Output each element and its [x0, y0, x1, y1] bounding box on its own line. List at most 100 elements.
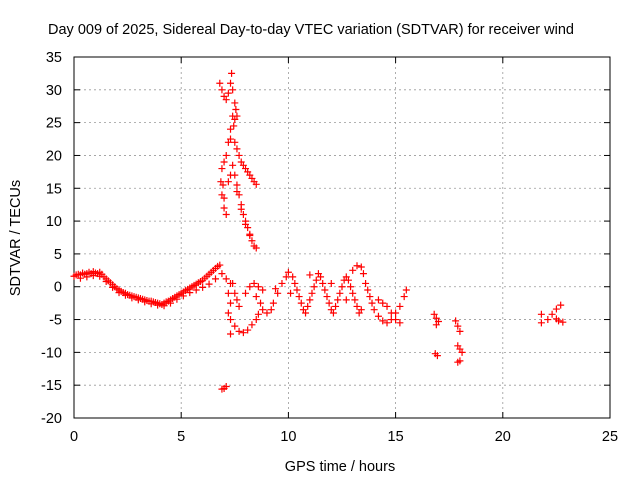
- data-point: [319, 279, 327, 287]
- data-point: [387, 309, 395, 317]
- data-point: [362, 279, 370, 287]
- data-point: [227, 299, 235, 307]
- data-point: [218, 385, 226, 393]
- data-point: [230, 122, 238, 130]
- data-point: [216, 79, 224, 87]
- data-point: [400, 293, 408, 301]
- data-point: [332, 302, 340, 310]
- data-point: [456, 357, 464, 365]
- data-point: [456, 327, 464, 335]
- data-point: [552, 305, 560, 313]
- data-point: [252, 316, 260, 324]
- data-point: [96, 272, 104, 280]
- data-point: [121, 291, 129, 299]
- data-point: [325, 299, 333, 307]
- data-point: [239, 211, 247, 219]
- x-tick-label: 25: [602, 429, 618, 445]
- data-point: [433, 352, 441, 360]
- data-point: [233, 296, 241, 304]
- data-point: [370, 306, 378, 314]
- data-point: [359, 270, 367, 278]
- data-point: [231, 289, 239, 297]
- y-axis-label: SDTVAR / TECUs: [8, 180, 24, 296]
- data-point: [109, 283, 117, 291]
- data-point: [219, 181, 227, 189]
- data-point: [349, 266, 357, 274]
- data-point: [396, 302, 404, 310]
- data-point: [231, 138, 239, 146]
- data-point: [374, 296, 382, 304]
- data-point: [128, 294, 136, 302]
- x-axis-label: GPS time / hours: [285, 459, 395, 475]
- data-point: [248, 237, 256, 245]
- data-point: [212, 275, 220, 283]
- data-point: [227, 135, 235, 143]
- data-point: [336, 289, 344, 297]
- data-point: [186, 289, 194, 297]
- data-point: [242, 289, 250, 297]
- data-point: [291, 279, 299, 287]
- data-point: [353, 262, 361, 270]
- data-point: [274, 289, 282, 297]
- data-point: [267, 306, 275, 314]
- data-point: [287, 289, 295, 297]
- data-point: [278, 279, 286, 287]
- data-point: [302, 309, 310, 317]
- data-point: [242, 220, 250, 228]
- x-tick-label: 0: [70, 429, 78, 445]
- data-point: [89, 272, 97, 280]
- y-tick-label: 30: [46, 83, 62, 99]
- data-point: [147, 300, 155, 308]
- data-point: [134, 296, 142, 304]
- data-point: [235, 302, 243, 310]
- data-point: [289, 273, 297, 281]
- data-point: [392, 316, 400, 324]
- data-point: [224, 178, 232, 186]
- data-point: [252, 293, 260, 301]
- chart-title: Day 009 of 2025, Sidereal Day-to-day VTE…: [48, 22, 574, 38]
- data-point: [224, 309, 232, 317]
- data-point: [237, 205, 245, 213]
- data-point: [312, 276, 320, 284]
- data-point: [228, 69, 236, 77]
- data-point: [295, 293, 303, 301]
- data-point: [396, 319, 404, 327]
- data-point: [235, 327, 243, 335]
- data-point: [254, 310, 262, 318]
- data-point: [239, 329, 247, 337]
- data-point: [220, 158, 228, 166]
- data-point: [383, 319, 391, 327]
- data-point: [252, 180, 260, 188]
- y-tick-label: 5: [54, 247, 62, 263]
- data-point: [351, 296, 359, 304]
- data-point: [430, 310, 438, 318]
- data-point: [250, 279, 258, 287]
- data-point: [227, 79, 235, 87]
- data-point: [259, 286, 267, 294]
- data-point: [252, 244, 260, 252]
- data-point: [233, 145, 241, 153]
- data-point: [220, 204, 228, 212]
- data-point: [342, 296, 350, 304]
- data-point: [220, 194, 228, 202]
- data-point: [179, 292, 187, 300]
- x-tick-label: 20: [495, 429, 511, 445]
- data-point: [306, 271, 314, 279]
- data-point: [347, 283, 355, 291]
- data-point: [218, 86, 226, 94]
- data-point: [383, 302, 391, 310]
- data-point: [282, 273, 290, 281]
- data-point: [231, 99, 239, 107]
- data-point: [244, 326, 252, 334]
- data-point: [555, 317, 563, 325]
- data-point: [379, 299, 387, 307]
- data-point: [366, 293, 374, 301]
- data-point: [458, 348, 466, 356]
- data-point: [357, 263, 365, 271]
- data-point: [374, 312, 382, 320]
- data-point: [559, 318, 567, 326]
- data-point: [222, 151, 230, 159]
- data-point: [304, 302, 312, 310]
- data-point: [327, 279, 335, 287]
- data-point: [308, 289, 316, 297]
